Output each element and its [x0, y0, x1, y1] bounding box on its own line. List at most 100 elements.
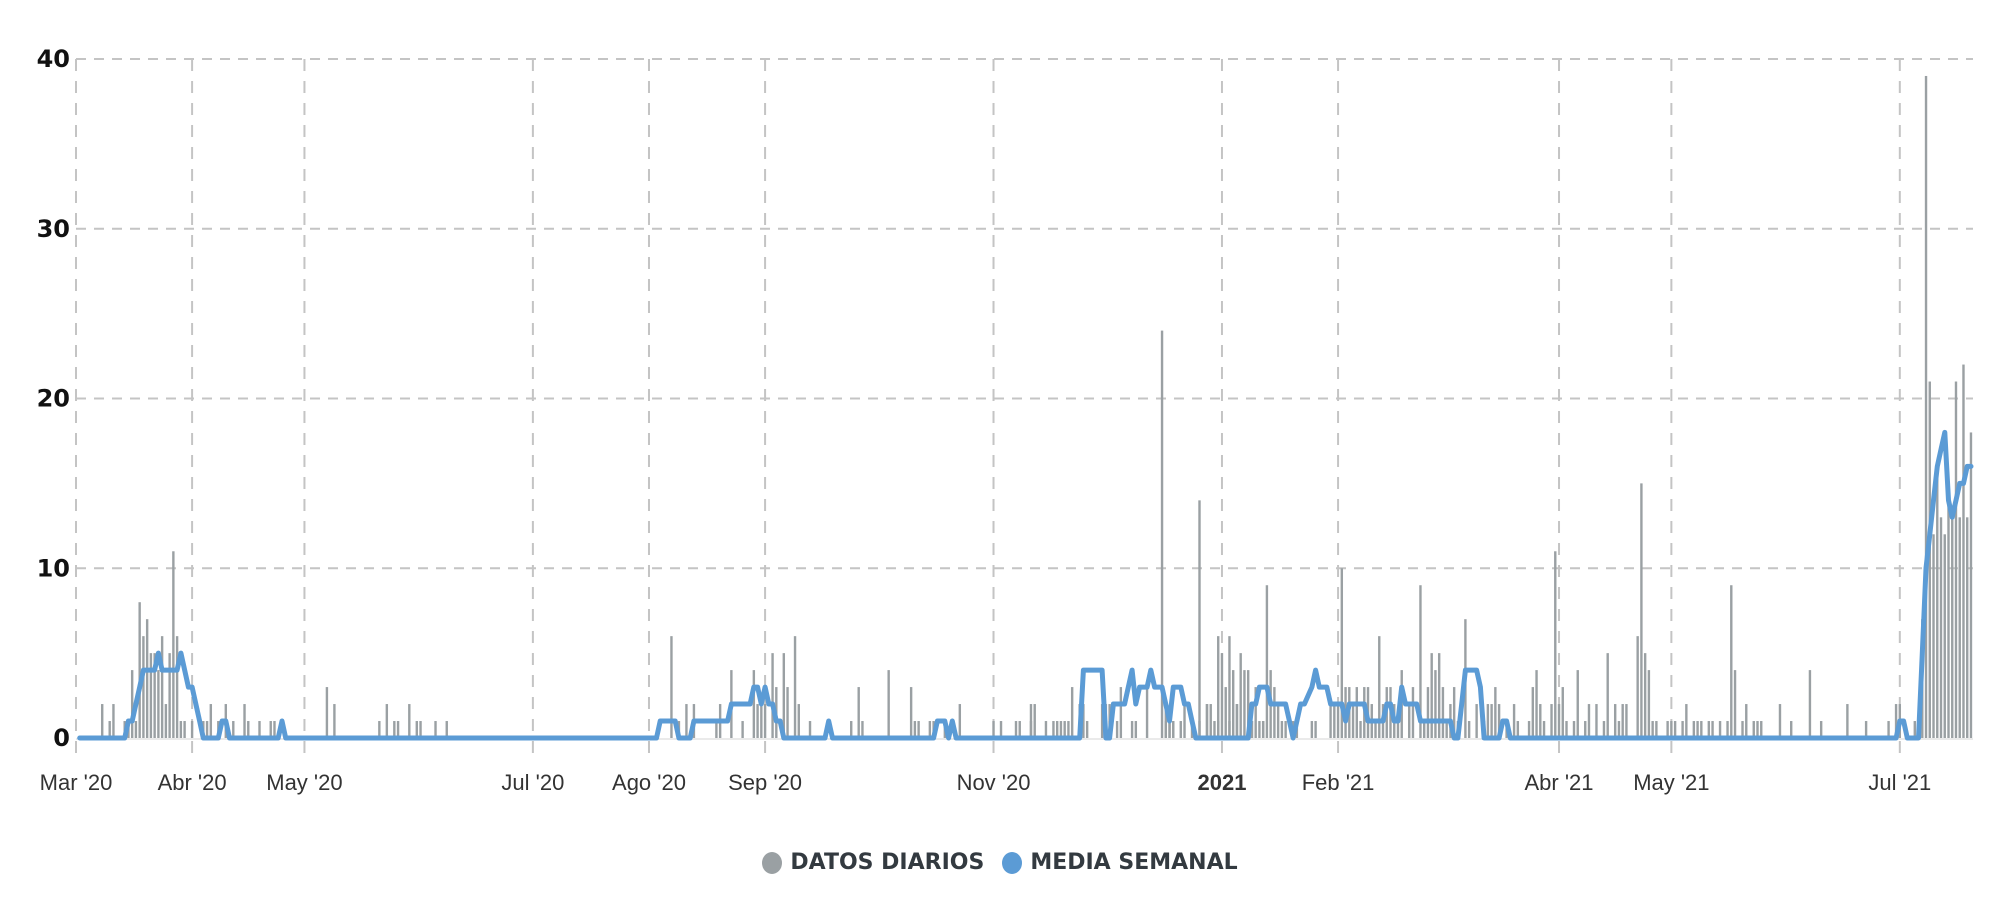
x-tick-label: Abr '21 — [1525, 770, 1594, 795]
daily-bar — [808, 721, 812, 738]
daily-bar — [857, 687, 860, 738]
daily-bar — [1280, 721, 1284, 738]
daily-bar — [1052, 721, 1055, 738]
daily-bar — [715, 721, 718, 738]
daily-bar — [153, 653, 156, 738]
daily-bar — [1130, 721, 1134, 738]
daily-bar — [1561, 687, 1564, 738]
daily-bar — [1232, 670, 1235, 738]
daily-bar — [1864, 721, 1868, 738]
daily-bar — [1924, 75, 1928, 739]
daily-bar — [1445, 721, 1448, 738]
daily-bar — [1606, 653, 1609, 738]
legend-item-datos-diarios[interactable]: DATOS DIARIOS — [762, 850, 984, 875]
series-media-semanal[interactable] — [77, 429, 1974, 741]
daily-bar — [685, 704, 688, 738]
daily-bar — [1651, 721, 1654, 738]
daily-bar — [164, 704, 168, 738]
daily-bar — [1625, 704, 1628, 738]
daily-bar — [1160, 330, 1164, 738]
daily-bar — [1224, 687, 1227, 738]
daily-bar — [1213, 721, 1216, 738]
daily-bar — [1730, 585, 1733, 738]
daily-bar — [797, 704, 800, 738]
daily-bar — [1647, 670, 1651, 738]
daily-bar — [101, 704, 104, 738]
daily-bar — [149, 653, 153, 738]
daily-bar — [247, 721, 250, 738]
daily-bar — [160, 636, 164, 738]
x-tick-label: Jul '20 — [501, 770, 564, 795]
daily-bar — [1475, 704, 1478, 738]
daily-bar — [1602, 721, 1606, 738]
daily-bar — [1235, 704, 1239, 738]
daily-bar — [1243, 670, 1246, 738]
daily-bar — [1029, 704, 1033, 738]
daily-bar — [1467, 721, 1471, 738]
daily-bar — [1205, 704, 1209, 738]
daily-bar — [1516, 721, 1520, 738]
daily-bar — [992, 721, 995, 738]
daily-bar — [1542, 721, 1546, 738]
daily-bar — [1932, 534, 1935, 738]
daily-bar — [1239, 653, 1242, 738]
daily-bar — [1756, 721, 1759, 738]
daily-bar — [1426, 687, 1430, 738]
daily-bar — [190, 721, 194, 738]
daily-bar — [1535, 670, 1538, 738]
daily-bar — [434, 721, 437, 738]
daily-bar — [887, 670, 890, 738]
daily-bar — [756, 704, 759, 738]
daily-bar — [325, 687, 329, 738]
daily-bar — [1681, 721, 1684, 738]
daily-bar — [130, 670, 134, 738]
daily-bar — [1198, 500, 1201, 738]
daily-bar — [1673, 721, 1677, 738]
daily-bar — [1958, 517, 1961, 738]
daily-bar — [1336, 704, 1340, 738]
daily-bar — [1778, 704, 1782, 738]
daily-bar — [1070, 687, 1074, 738]
daily-bar — [1819, 721, 1823, 738]
daily-bar — [760, 704, 763, 738]
daily-bar — [1172, 721, 1175, 738]
daily-bar — [1497, 704, 1501, 738]
daily-bar — [1437, 653, 1441, 738]
daily-bar — [1164, 721, 1167, 738]
blue-dot-icon — [1002, 851, 1023, 874]
gridlines — [75, 58, 1973, 758]
daily-bar — [1621, 704, 1624, 738]
daily-bar — [1228, 636, 1231, 738]
daily-bar — [1636, 636, 1639, 738]
daily-bar — [1018, 721, 1021, 738]
daily-bar — [172, 551, 175, 738]
daily-bar — [1063, 721, 1066, 738]
legend-item-media-semanal[interactable]: MEDIA SEMANAL — [1002, 850, 1238, 875]
daily-bar — [1557, 704, 1561, 738]
daily-bar — [1396, 721, 1400, 738]
series-datos-diarios[interactable] — [101, 75, 1973, 739]
daily-bar — [419, 721, 422, 738]
daily-bar — [1340, 568, 1344, 738]
daily-bar — [1033, 704, 1036, 738]
daily-bar — [1707, 721, 1711, 738]
daily-bar — [1100, 704, 1104, 738]
daily-bar — [1752, 721, 1755, 738]
daily-bar — [1014, 721, 1018, 738]
daily-bar — [157, 670, 160, 738]
daily-bar — [1655, 721, 1658, 738]
daily-bar — [1276, 704, 1280, 738]
daily-bar — [1666, 721, 1669, 738]
daily-bar — [1808, 670, 1812, 738]
daily-bar — [958, 704, 962, 738]
daily-bar — [1408, 704, 1411, 738]
daily-bar — [415, 721, 418, 738]
daily-bar — [243, 704, 246, 738]
daily-bar — [1595, 704, 1598, 738]
daily-bar — [1733, 670, 1737, 738]
legend: DATOS DIARIOS MEDIA SEMANAL — [0, 850, 2000, 875]
daily-bar — [1351, 704, 1355, 738]
daily-bar — [1943, 534, 1946, 738]
daily-bar — [1576, 670, 1579, 738]
daily-bar — [917, 721, 920, 738]
